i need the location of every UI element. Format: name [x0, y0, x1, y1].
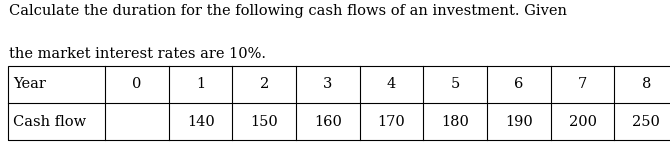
Text: Year: Year: [13, 77, 46, 91]
Text: Calculate the duration for the following cash flows of an investment. Given: Calculate the duration for the following…: [9, 4, 567, 18]
Text: 180: 180: [442, 115, 469, 129]
Text: 200: 200: [569, 115, 596, 129]
Text: Cash flow: Cash flow: [13, 115, 86, 129]
Bar: [8, 66, 670, 140]
Text: 150: 150: [251, 115, 278, 129]
Text: the market interest rates are 10%.: the market interest rates are 10%.: [9, 47, 267, 61]
Text: 190: 190: [505, 115, 533, 129]
Text: 6: 6: [515, 77, 523, 91]
Text: 4: 4: [387, 77, 396, 91]
Text: 2: 2: [260, 77, 269, 91]
Text: 160: 160: [314, 115, 342, 129]
Text: 7: 7: [578, 77, 587, 91]
Text: 0: 0: [133, 77, 141, 91]
Text: 5: 5: [451, 77, 460, 91]
Text: 170: 170: [378, 115, 405, 129]
Text: 250: 250: [632, 115, 660, 129]
Text: 1: 1: [196, 77, 205, 91]
Text: 8: 8: [642, 77, 651, 91]
Text: 3: 3: [324, 77, 332, 91]
Text: 140: 140: [187, 115, 214, 129]
